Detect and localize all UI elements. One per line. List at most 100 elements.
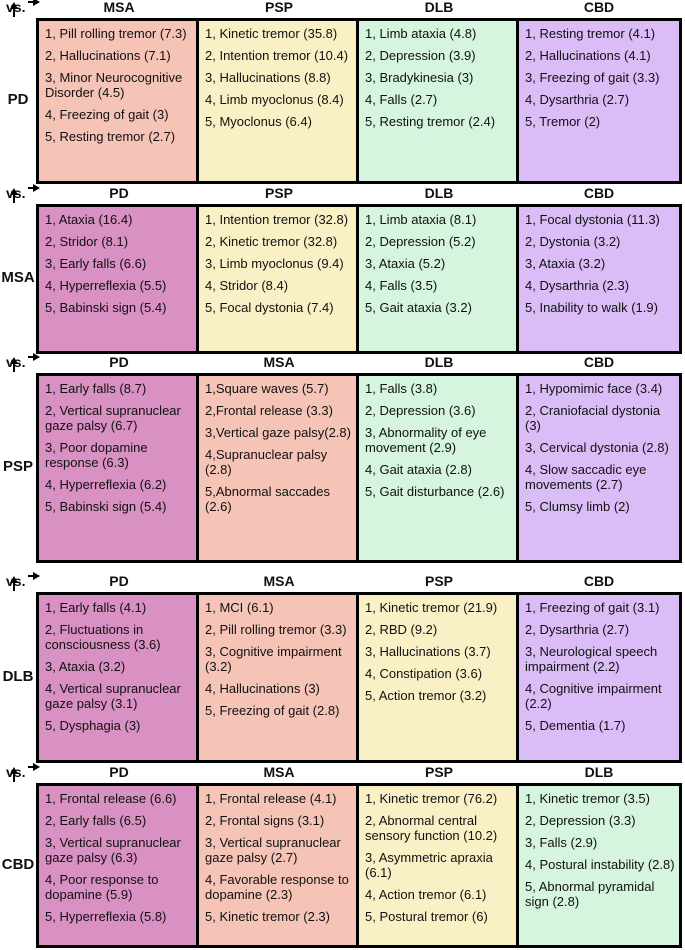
finding: 1, MCI (6.1) [205,600,274,615]
finding: 4, Dysarthria (2.3) [525,278,630,293]
finding: 4, Poor response to dopamine (5.9) [45,872,159,902]
finding: 3, Cognitive impairment (3.2) [205,644,342,674]
finding: 2,Frontal release (3.3) [205,403,333,418]
column-header: PD [109,354,129,370]
column-header: MSA [263,573,295,589]
finding: 2, Intention tremor (10.4) [205,48,349,63]
finding: 3, Neurological speech impairment (2.2) [525,644,658,674]
finding: 1, Kinetic tremor (3.5) [525,791,650,806]
finding: 4, Falls (2.7) [365,92,438,107]
finding: 5, Babinski sign (5.4) [45,300,167,315]
finding: 2, Fluctuations in consciousness (3.6) [45,622,161,652]
cell: 1, Limb ataxia (8.1) 2, Depression (5.2) 3… [359,207,519,351]
column-header: CBD [583,354,615,370]
finding: 4, Falls (3.5) [365,278,438,293]
finding: 3, Vertical supranuclear gaze palsy (2.7… [205,835,341,865]
finding: 5, Inability to walk (1.9) [525,300,658,315]
cell: 1, Kinetic tremor (21.9) 2, RBD (9.2) 3, H… [359,595,519,760]
finding: 5, Resting tremor (2.7) [45,129,176,144]
column-header: DLB [424,354,454,370]
column-header: DLB [584,764,614,780]
finding: 2, RBD (9.2) [365,622,438,637]
finding: 1, Frontal release (6.6) [45,791,177,806]
row-label: PD [7,91,29,108]
cell: 1, Falls (3.8) 2, Depression (3.6) 3, Abno… [359,376,519,560]
finding: 1, Kinetic tremor (35.8) [205,26,338,41]
finding: 2, Hallucinations (7.1) [45,48,171,63]
panel: 1, Ataxia (16.4) 2, Stridor (8.1) 3, Early… [36,204,682,354]
finding: 1,Square waves (5.7) [205,381,329,396]
finding: 4, Hyperreflexia (6.2) [45,477,167,492]
finding: 3, Freezing of gait (3.3) [525,70,660,85]
panel: 1, Pill rolling tremor (7.3) 2, Hallucina… [36,18,682,184]
finding: 5, Dementia (1.7) [525,718,626,733]
finding: 5, Postural tremor (6) [365,909,488,924]
finding: 2, Vertical supranuclear gaze palsy (6.7… [45,403,181,433]
finding: 5, Babinski sign (5.4) [45,499,167,514]
cell: 1, Freezing of gait (3.1) 2, Dysarthria (… [519,595,679,760]
panel: 1, Early falls (8.7) 2, Vertical supranuc… [36,373,682,563]
cell: 1, Frontal release (4.1) 2, Frontal signs… [199,786,359,945]
panel: 1, Frontal release (6.6) 2, Early falls (… [36,783,682,948]
finding: 2, Depression (3.9) [365,48,476,63]
cell: 1, Kinetic tremor (35.8) 2, Intention tre… [199,21,359,181]
finding: 3, Ataxia (3.2) [45,659,126,674]
cell: 1, MCI (6.1) 2, Pill rolling tremor (3.3)… [199,595,359,760]
finding: 3, Minor Neurocognitive Disorder (4.5) [45,70,183,100]
finding: 4, Gait ataxia (2.8) [365,462,472,477]
cell: 1, Ataxia (16.4) 2, Stridor (8.1) 3, Early… [39,207,199,351]
finding: 5, Freezing of gait (2.8) [205,703,340,718]
finding: 4, Stridor (8.4) [205,278,289,293]
finding: 3, Ataxia (3.2) [525,256,606,271]
finding: 1, Ataxia (16.4) [45,212,133,227]
finding: 3, Vertical supranuclear gaze palsy (6.3… [45,835,181,865]
finding: 4, Hyperreflexia (5.5) [45,278,167,293]
panel: 1, Early falls (4.1) 2, Fluctuations in c… [36,592,682,763]
finding: 2, Stridor (8.1) [45,234,129,249]
cell: 1, Hypomimic face (3.4) 2, Craniofacial d… [519,376,679,560]
column-header: PD [109,185,129,201]
finding: 3, Hallucinations (3.7) [365,644,491,659]
finding: 5, Gait disturbance (2.6) [365,484,505,499]
cell: 1, Resting tremor (4.1) 2, Hallucinations… [519,21,679,181]
arrows [10,184,40,203]
finding: 3, Early falls (6.6) [45,256,147,271]
finding: 1, Hypomimic face (3.4) [525,381,663,396]
finding: 2, Craniofacial dystonia (3) [525,403,661,433]
column-header: PSP [264,0,293,15]
finding: 1, Intention tremor (32.8) [205,212,349,227]
finding: 4, Hallucinations (3) [205,681,320,696]
cell: 1, Kinetic tremor (76.2) 2, Abnormal cent… [359,786,519,945]
cell: 1, Intention tremor (32.8) 2, Kinetic tre… [199,207,359,351]
arrows [10,353,40,372]
row-label: DLB [2,667,34,685]
finding: 4, Vertical supranuclear gaze palsy (3.1… [45,681,181,711]
row-label: PSP [2,458,33,475]
column-header: CBD [583,0,615,15]
column-header: MSA [263,764,295,780]
finding: 1, Kinetic tremor (21.9) [365,600,498,615]
finding: 1, Kinetic tremor (76.2) [365,791,498,806]
finding: 1, Frontal release (4.1) [205,791,337,806]
finding: 3, Ataxia (5.2) [365,256,446,271]
finding: 2, Depression (5.2) [365,234,476,249]
finding: 3,Vertical gaze palsy(2.8) [205,425,351,440]
finding: 1, Falls (3.8) [365,381,438,396]
finding: 1, Early falls (4.1) [45,600,147,615]
finding: 5, Focal dystonia (7.4) [205,300,334,315]
column-header: CBD [583,573,615,589]
finding: 2, Depression (3.6) [365,403,476,418]
cell: 1, Focal dystonia (11.3) 2, Dystonia (3.2… [519,207,679,351]
arrows [10,0,40,17]
finding: 5, Hyperreflexia (5.8) [45,909,167,924]
cell: 1, Pill rolling tremor (7.3) 2, Hallucina… [39,21,199,181]
finding: 5,Abnormal saccades (2.6) [205,484,331,514]
finding: 2, Hallucinations (4.1) [525,48,651,63]
column-header: PD [109,764,129,780]
finding: 3, Bradykinesia (3) [365,70,474,85]
finding: 3, Limb myoclonus (9.4) [205,256,344,271]
finding: 4, Constipation (3.6) [365,666,483,681]
column-header: MSA [103,0,135,15]
finding: 2, Depression (3.3) [525,813,636,828]
